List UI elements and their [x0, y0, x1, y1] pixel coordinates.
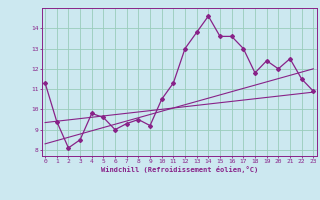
X-axis label: Windchill (Refroidissement éolien,°C): Windchill (Refroidissement éolien,°C) [100, 166, 258, 173]
